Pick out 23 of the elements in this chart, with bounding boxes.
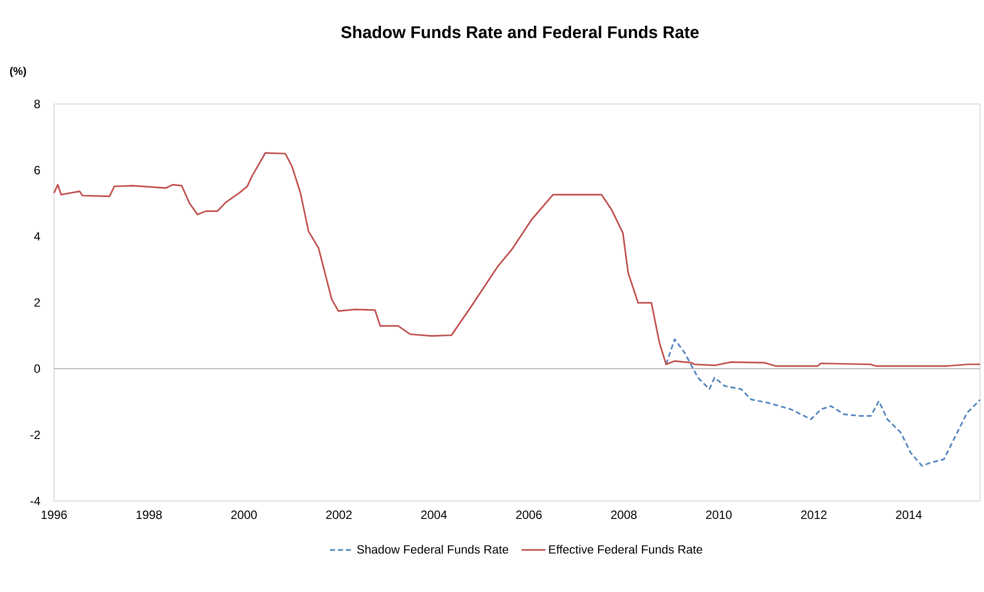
y-tick-label: 4 — [34, 232, 40, 240]
line-series — [665, 338, 981, 467]
x-tick-label: 2002 — [326, 510, 352, 519]
x-tick-label: 2014 — [896, 510, 922, 519]
y-tick-label: 6 — [34, 166, 40, 174]
line-series — [53, 152, 981, 367]
y-tick-label: 8 — [34, 100, 40, 108]
legend-label: Shadow Federal Funds Rate — [357, 544, 508, 554]
y-tick-label: -2 — [30, 430, 40, 440]
x-tick-label: 2000 — [231, 510, 257, 519]
legend-label: Effective Federal Funds Rate — [549, 544, 702, 554]
y-tick-label: 0 — [34, 364, 40, 373]
x-tick-label: 2012 — [801, 510, 826, 519]
x-tick-label: 2010 — [706, 510, 732, 519]
x-tick-label: 2008 — [611, 510, 637, 519]
chart-title: Shadow Funds Rate and Federal Funds Rate — [341, 26, 699, 38]
y-tick-label: -4 — [30, 496, 40, 506]
x-tick-label: 1998 — [136, 510, 162, 519]
y-tick-label: 2 — [34, 298, 40, 307]
x-tick-label: 1996 — [42, 510, 67, 519]
x-tick-label: 2006 — [516, 510, 542, 519]
x-tick-label: 2004 — [421, 510, 447, 519]
y-axis-title: (%) — [10, 66, 26, 78]
